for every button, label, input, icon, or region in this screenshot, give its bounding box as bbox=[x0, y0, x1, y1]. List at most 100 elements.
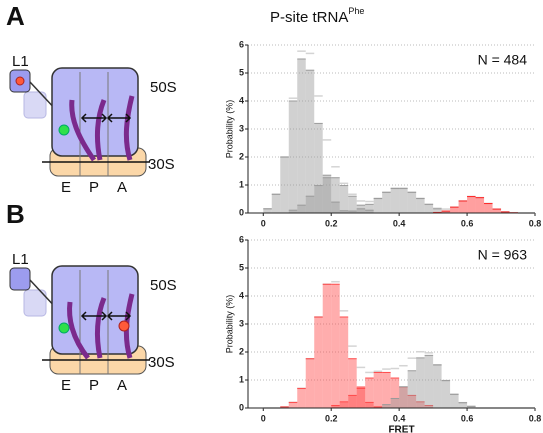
histogram-bar bbox=[288, 101, 298, 213]
histogram-bar bbox=[365, 402, 374, 408]
histogram-bar bbox=[305, 70, 315, 213]
histogram-bar bbox=[331, 202, 340, 213]
histogram-bar bbox=[433, 208, 442, 213]
histogram-bar bbox=[467, 406, 476, 408]
y-tick-label: 2 bbox=[239, 151, 244, 161]
large-subunit bbox=[51, 67, 139, 157]
trna-e bbox=[67, 301, 90, 360]
histogram-bar bbox=[314, 185, 323, 213]
trna-p bbox=[94, 297, 107, 359]
histogram-bar bbox=[407, 395, 417, 408]
histogram-bar bbox=[348, 211, 357, 213]
y-tick-label: 1 bbox=[239, 179, 244, 189]
histogram-bar bbox=[467, 196, 476, 213]
small-subunit-label: 30S bbox=[148, 354, 175, 371]
arrow bbox=[80, 113, 132, 123]
y-tick-label: 0 bbox=[239, 207, 244, 217]
x-tick-label: 0.4 bbox=[393, 413, 406, 423]
panel-label: A bbox=[6, 1, 25, 31]
y-tick-label: 0 bbox=[239, 402, 244, 412]
l1-label: L1 bbox=[12, 53, 29, 70]
histogram-bar bbox=[322, 284, 332, 408]
histogram-bar bbox=[390, 398, 400, 408]
histogram-bar bbox=[424, 355, 434, 408]
dye-green bbox=[58, 322, 70, 334]
histogram-bar bbox=[271, 194, 281, 213]
dye-red bbox=[118, 320, 130, 332]
histogram-bar bbox=[433, 364, 442, 408]
y-tick-label: 2 bbox=[239, 346, 244, 356]
y-tick-label: 6 bbox=[239, 39, 244, 49]
l1-ghost bbox=[23, 289, 47, 317]
histogram-bar bbox=[424, 204, 434, 213]
site-label: A bbox=[117, 179, 127, 196]
histogram-bar bbox=[416, 357, 425, 408]
histogram-bar bbox=[458, 200, 468, 213]
histogram-bar bbox=[280, 157, 289, 213]
title-superscript: Phe bbox=[348, 6, 364, 16]
histogram-bar bbox=[314, 317, 323, 408]
trna-a bbox=[123, 95, 135, 161]
x-tick-label: 0.8 bbox=[529, 218, 542, 228]
x-axis-label: FRET bbox=[388, 425, 414, 433]
chart: 0 1 2 3 4 5 6 0 0.2 0.4 0.6 0.8 Probability (%) N = 4… bbox=[224, 39, 541, 228]
figure-title: P-site tRNAPhe bbox=[270, 6, 364, 26]
y-tick-label: 4 bbox=[239, 95, 244, 105]
dye-red bbox=[15, 76, 25, 86]
histogram-bar bbox=[356, 387, 366, 408]
histogram-bar bbox=[288, 210, 298, 213]
x-tick-label: 0 bbox=[261, 218, 266, 228]
histogram-bar bbox=[297, 59, 306, 213]
large-subunit-label: 50S bbox=[150, 79, 177, 96]
histogram-bar bbox=[263, 208, 272, 213]
histogram-bar bbox=[365, 378, 374, 408]
panel: A L1 50S 30S E P A bbox=[6, 1, 177, 196]
y-tick-label: 5 bbox=[239, 262, 244, 272]
large-subunit-label: 50S bbox=[150, 277, 177, 294]
l1-ghost bbox=[23, 91, 47, 119]
y-axis-label: Probability (%) bbox=[224, 295, 234, 354]
histogram-bar bbox=[348, 196, 357, 213]
title-text: P-site tRNA bbox=[270, 9, 348, 26]
small-subunit-label: 30S bbox=[148, 156, 175, 173]
x-tick-label: 0 bbox=[261, 413, 266, 423]
plot-background bbox=[248, 240, 535, 408]
x-tick-label: 0.4 bbox=[393, 218, 406, 228]
histogram-bar bbox=[373, 372, 383, 408]
histogram-bar bbox=[382, 404, 391, 408]
arrow bbox=[80, 311, 132, 321]
x-tick-label: 0.2 bbox=[325, 218, 338, 228]
histogram-bar bbox=[280, 406, 289, 408]
histogram-bar bbox=[399, 386, 408, 408]
histogram-bar bbox=[373, 406, 383, 408]
histogram-bar bbox=[492, 209, 502, 213]
histogram-bar bbox=[458, 402, 468, 408]
site-label: P bbox=[89, 377, 99, 394]
histogram-bar bbox=[305, 358, 315, 408]
x-tick-label: 0.8 bbox=[529, 413, 542, 423]
histogram-bar bbox=[441, 211, 451, 213]
histogram-bar bbox=[305, 196, 315, 213]
y-axis-label: Probability (%) bbox=[224, 100, 234, 159]
x-tick-label: 0.6 bbox=[461, 413, 474, 423]
site-label: A bbox=[117, 377, 127, 394]
histogram-bar bbox=[339, 401, 349, 408]
histogram-bar bbox=[365, 210, 374, 213]
histogram-bar bbox=[399, 188, 408, 213]
histogram-bar bbox=[390, 378, 400, 408]
histogram-bar bbox=[331, 405, 340, 408]
histogram-bar bbox=[356, 388, 366, 408]
histogram-bar bbox=[314, 123, 323, 213]
site-label: E bbox=[61, 377, 71, 394]
histogram-bar bbox=[424, 405, 434, 408]
histogram-bar bbox=[331, 284, 340, 408]
histogram-bar bbox=[382, 372, 391, 408]
histogram-bar bbox=[475, 197, 485, 213]
histogram-bar bbox=[382, 192, 391, 213]
y-tick-label: 4 bbox=[239, 290, 244, 300]
histogram-bar bbox=[365, 204, 374, 213]
annotation: N = 963 bbox=[478, 247, 528, 263]
l1-label: L1 bbox=[12, 251, 29, 268]
histogram-bar bbox=[373, 198, 383, 213]
